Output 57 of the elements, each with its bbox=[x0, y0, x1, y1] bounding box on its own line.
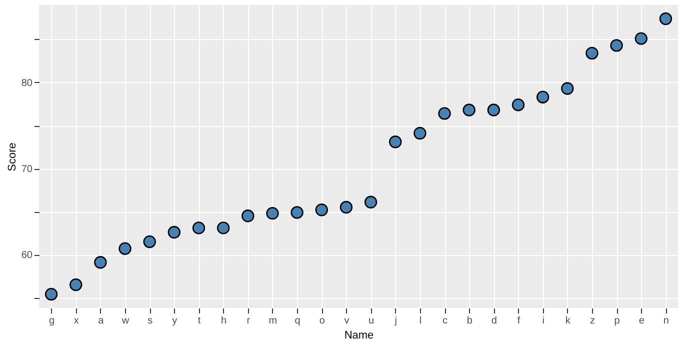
point bbox=[438, 107, 451, 120]
point bbox=[364, 196, 378, 208]
point bbox=[389, 136, 402, 148]
x-tick-label: j bbox=[394, 316, 397, 326]
x-tick-label: o bbox=[319, 316, 326, 326]
point bbox=[610, 39, 623, 52]
x-tick-label: p bbox=[614, 316, 620, 326]
x-tick-label: a bbox=[98, 316, 104, 326]
x-tick-label: h bbox=[221, 316, 227, 326]
x-tick-label: r bbox=[246, 316, 251, 326]
y-tick-label: 60 bbox=[21, 250, 33, 262]
x-tick-label: s bbox=[148, 316, 153, 326]
point bbox=[70, 278, 82, 292]
x-tick-label: y bbox=[172, 316, 178, 326]
x-tick-label: z bbox=[590, 316, 595, 326]
x-tick-label: n bbox=[663, 316, 669, 326]
point bbox=[143, 235, 156, 248]
point bbox=[340, 200, 353, 214]
point bbox=[290, 206, 304, 219]
x-tick-label: i bbox=[542, 316, 544, 326]
point bbox=[487, 104, 500, 116]
point bbox=[44, 288, 58, 301]
point bbox=[266, 206, 279, 220]
x-tick-label: e bbox=[638, 316, 645, 326]
y-tick-label: 70 bbox=[21, 164, 33, 176]
x-tick-label: k bbox=[565, 316, 572, 326]
x-tick-label: u bbox=[368, 316, 374, 326]
point bbox=[414, 126, 426, 140]
point bbox=[634, 32, 648, 45]
x-tick-label: t bbox=[198, 316, 201, 326]
y-tick-label: 80 bbox=[21, 78, 33, 89]
point bbox=[659, 12, 672, 26]
x-tick-label: v bbox=[344, 316, 350, 326]
point bbox=[462, 104, 476, 116]
point bbox=[315, 204, 328, 216]
x-tick-label: w bbox=[120, 316, 130, 326]
x-tick-label: q bbox=[294, 316, 300, 326]
point bbox=[586, 46, 598, 60]
x-tick-label: c bbox=[442, 316, 448, 326]
x-tick-label: m bbox=[268, 316, 278, 326]
point bbox=[118, 242, 132, 255]
y-axis-title: Score bbox=[6, 142, 18, 172]
point bbox=[242, 210, 254, 222]
point bbox=[192, 222, 206, 234]
x-tick-label: d bbox=[491, 316, 497, 326]
x-tick-label: l bbox=[419, 316, 422, 326]
point bbox=[512, 98, 525, 112]
x-tick-label: b bbox=[466, 316, 473, 326]
x-axis-title: Name bbox=[344, 330, 374, 342]
x-tick-label: x bbox=[74, 316, 79, 326]
point bbox=[94, 256, 107, 269]
x-tick-label: f bbox=[517, 316, 520, 326]
point bbox=[168, 226, 181, 239]
point bbox=[561, 82, 574, 95]
point bbox=[536, 90, 550, 104]
point bbox=[216, 222, 230, 234]
x-tick-label: g bbox=[49, 316, 55, 326]
